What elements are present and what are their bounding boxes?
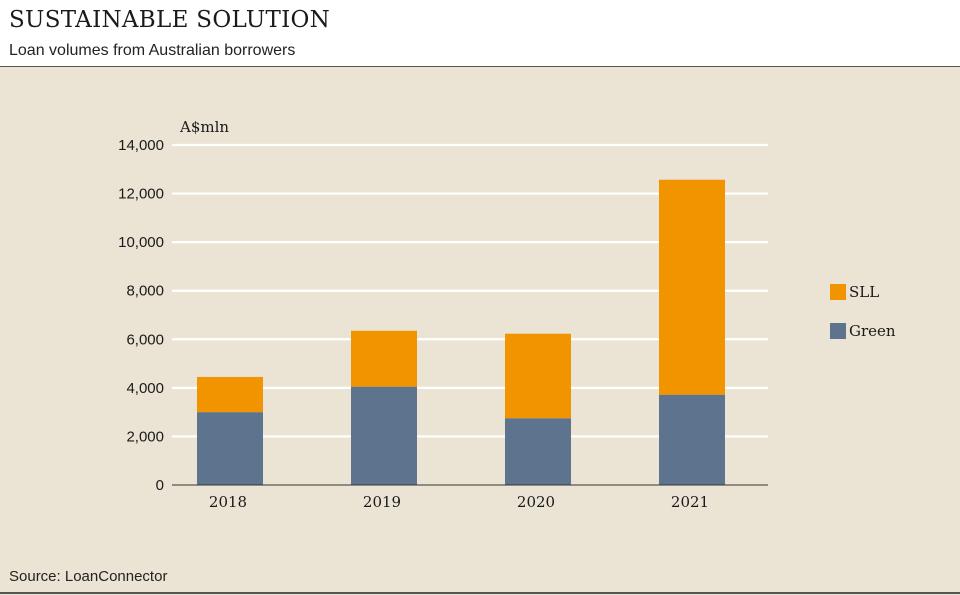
bar-green-2019	[351, 386, 417, 485]
source-note: Source: LoanConnector	[9, 568, 168, 585]
bar-sll-2021	[659, 179, 725, 395]
bars	[197, 179, 725, 485]
y-tick-label: 12,000	[118, 186, 164, 203]
chart-title: SUSTAINABLE SOLUTION	[9, 7, 331, 33]
y-tick-label: 14,000	[118, 137, 164, 154]
y-tick-label: 6,000	[126, 331, 164, 348]
y-tick-label: 4,000	[126, 380, 164, 397]
bar-green-2021	[659, 394, 725, 485]
legend-label-sll: SLL	[849, 283, 879, 301]
y-tick-label: 2,000	[126, 428, 164, 445]
bar-sll-2018	[197, 376, 263, 413]
x-tick-label: 2021	[671, 493, 709, 511]
axes: 0 2,000 4,000 6,000 8,000 10,000 12,000 14,000 A…	[118, 118, 768, 511]
x-tick-label: 2020	[517, 493, 555, 511]
legend-swatch-green	[830, 323, 846, 339]
bar-green-2018	[197, 412, 263, 485]
header: SUSTAINABLE SOLUTION Loan volumes from A…	[0, 0, 960, 67]
y-tick-label: 8,000	[126, 283, 164, 300]
y-axis-unit-label: A$mln	[179, 118, 229, 136]
x-tick-label: 2018	[209, 493, 247, 511]
bar-sll-2019	[351, 330, 417, 387]
y-tick-label: 0	[156, 477, 164, 494]
bar-green-2020	[505, 418, 571, 485]
y-tick-label: 10,000	[118, 234, 164, 251]
legend: SLL Green	[830, 283, 896, 340]
legend-swatch-sll	[830, 284, 846, 300]
bottom-divider	[0, 592, 960, 594]
legend-label-green: Green	[849, 322, 896, 340]
bar-sll-2020	[505, 333, 571, 419]
chart-subtitle: Loan volumes from Australian borrowers	[9, 42, 296, 59]
x-tick-label: 2019	[363, 493, 401, 511]
